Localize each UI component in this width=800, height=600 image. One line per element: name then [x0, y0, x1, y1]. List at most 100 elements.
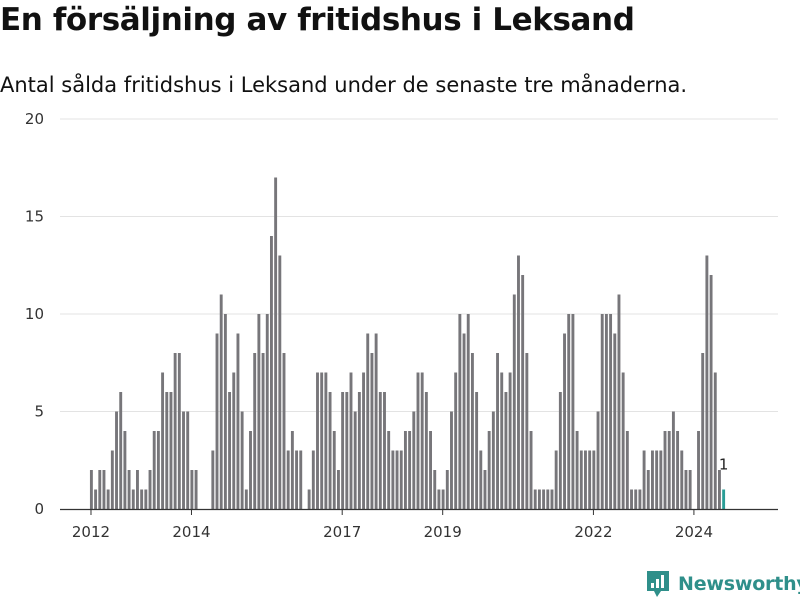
- highlight-bar-label: 1: [719, 456, 729, 474]
- bar: [617, 294, 621, 509]
- bar: [253, 353, 257, 509]
- bar: [550, 489, 554, 509]
- bar: [244, 489, 248, 509]
- bar: [454, 372, 458, 509]
- y-axis-ticks: 0 5 10 15 20: [25, 110, 44, 518]
- bar: [357, 392, 361, 509]
- x-tick-label: 2017: [323, 523, 361, 541]
- bar: [119, 392, 123, 509]
- bar: [362, 372, 366, 509]
- bar: [265, 314, 269, 509]
- bar: [625, 431, 629, 509]
- bar: [424, 392, 428, 509]
- bar: [182, 411, 185, 509]
- x-axis-ticks: 2012 2014 2017 2019 2022 2024: [72, 509, 713, 541]
- bar: [324, 372, 328, 509]
- bar: [316, 372, 319, 509]
- bar: [680, 450, 684, 509]
- bar: [445, 470, 449, 509]
- y-tick-label: 5: [34, 403, 44, 421]
- bar: [521, 275, 525, 509]
- bar: [542, 489, 546, 509]
- bar: [491, 411, 495, 509]
- bar: [604, 314, 608, 509]
- bar: [705, 255, 709, 509]
- bar: [579, 450, 583, 509]
- x-tick-label: 2024: [675, 523, 713, 541]
- bar: [328, 392, 332, 509]
- bar: [211, 450, 215, 509]
- bar: [366, 333, 370, 509]
- bar: [466, 314, 470, 509]
- bar: [98, 470, 102, 509]
- bar: [420, 372, 424, 509]
- bar: [332, 431, 336, 509]
- bar: [370, 353, 374, 509]
- bar: [659, 450, 663, 509]
- bar: [219, 294, 223, 509]
- bar: [127, 470, 131, 509]
- bar: [89, 470, 93, 509]
- bar: [232, 372, 236, 509]
- bar: [378, 392, 382, 509]
- bar: [701, 353, 705, 509]
- bar: [630, 489, 633, 509]
- newsworthy-logo-icon: [647, 571, 669, 597]
- bar: [525, 353, 529, 509]
- bar: [554, 450, 558, 509]
- bar: [106, 489, 110, 509]
- grid-lines: [60, 118, 778, 412]
- bar: [123, 431, 127, 509]
- bar: [517, 255, 520, 509]
- bar: [261, 353, 265, 509]
- bar: [634, 489, 638, 509]
- bar: [546, 489, 550, 509]
- bar: [391, 450, 395, 509]
- bar: [508, 372, 512, 509]
- bar: [290, 431, 294, 509]
- bar: [470, 353, 474, 509]
- bar: [131, 489, 135, 509]
- bar: [110, 450, 114, 509]
- bar: [156, 431, 160, 509]
- bar: [718, 470, 721, 509]
- bar: [429, 431, 432, 509]
- bar: [341, 392, 345, 509]
- bar: [697, 431, 700, 509]
- x-tick-label: 2019: [424, 523, 462, 541]
- bar: [596, 411, 600, 509]
- y-tick-label: 20: [25, 110, 44, 128]
- y-tick-label: 10: [25, 305, 44, 323]
- bar: [403, 431, 407, 509]
- bar: [399, 450, 403, 509]
- bar: [102, 470, 106, 509]
- bar: [533, 489, 537, 509]
- bar: [223, 314, 227, 509]
- bar: [144, 489, 148, 509]
- bar: [437, 489, 441, 509]
- bar: [148, 470, 152, 509]
- bar: [257, 314, 261, 509]
- bar: [512, 294, 516, 509]
- bar: [642, 450, 646, 509]
- bar: [282, 353, 286, 509]
- bar: [621, 372, 625, 509]
- brand-logo: Newsworthy: [645, 569, 800, 599]
- bar: [537, 489, 541, 509]
- bar: [458, 314, 462, 509]
- bar: [462, 333, 466, 509]
- page-title: En försäljning av fritidshus i Leksand: [0, 2, 635, 38]
- bar: [336, 470, 340, 509]
- bar: [567, 314, 571, 509]
- bar: [575, 431, 579, 509]
- bar: [441, 489, 445, 509]
- bar: [374, 333, 378, 509]
- bar: [646, 470, 650, 509]
- bar: [152, 431, 156, 509]
- page-subtitle: Antal sålda fritidshus i Leksand under d…: [0, 73, 688, 97]
- bar: [483, 470, 487, 509]
- bar: [684, 470, 688, 509]
- bar: [136, 470, 139, 509]
- y-tick-label: 15: [25, 208, 44, 226]
- bar: [479, 450, 483, 509]
